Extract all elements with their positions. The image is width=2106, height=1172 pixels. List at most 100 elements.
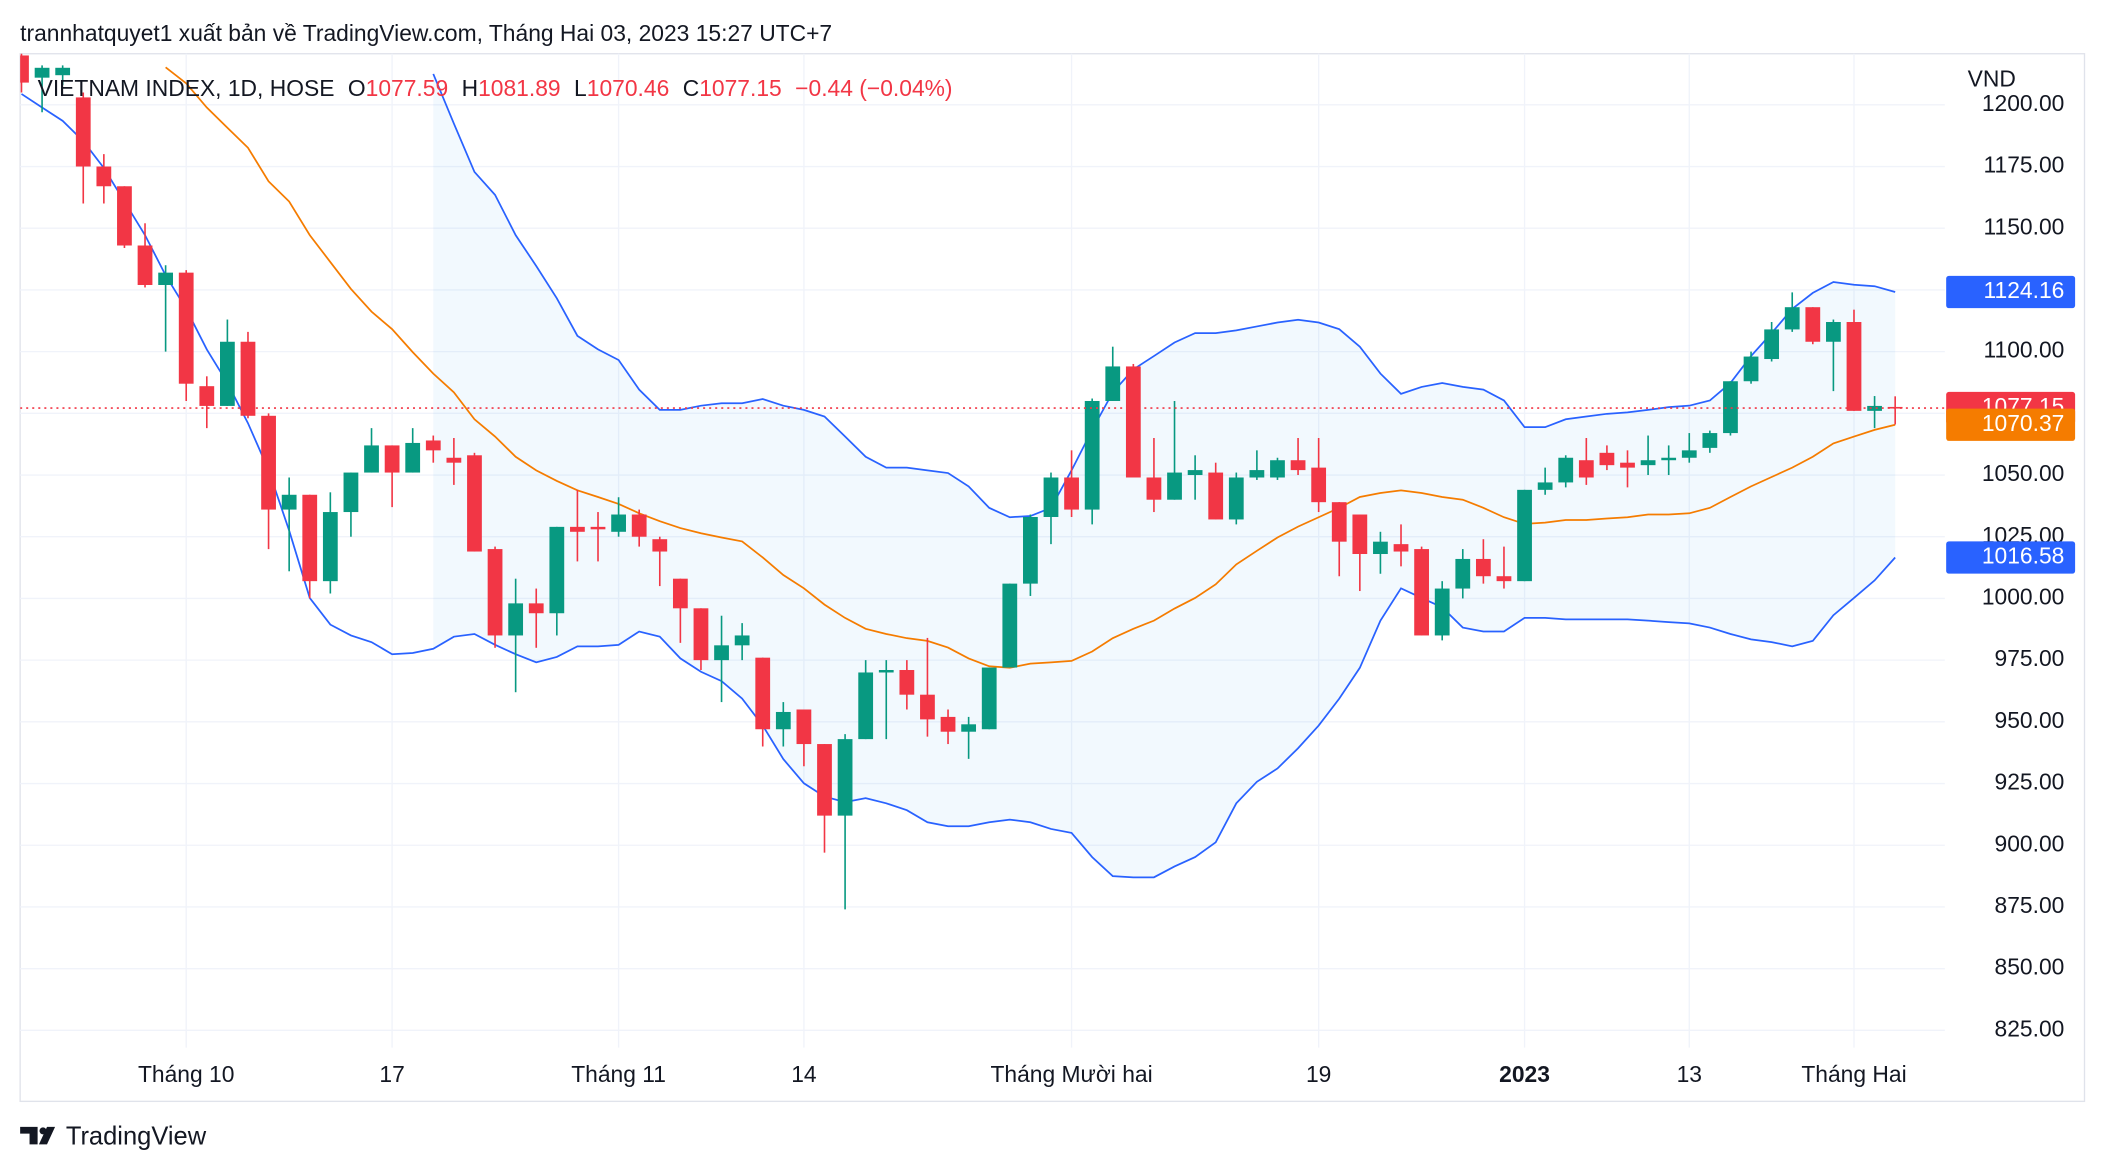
ohlc-letter: H <box>462 75 479 101</box>
candle-body <box>714 645 729 661</box>
candle-body <box>281 494 297 510</box>
candle-body <box>1558 457 1574 483</box>
y-tick-label: 1000.00 <box>1982 583 2065 609</box>
change: −0.44 (−0.04%) <box>795 75 952 101</box>
candle-body <box>611 514 626 532</box>
candle-body <box>343 472 359 513</box>
grid <box>20 53 1945 1048</box>
candle-body <box>1228 477 1244 520</box>
price-label: 1016.58 <box>1982 543 2065 569</box>
candle-body <box>1311 467 1327 503</box>
candle-body <box>1146 477 1162 500</box>
candle-body <box>220 341 235 406</box>
candle-body <box>178 272 194 384</box>
candle-body <box>755 657 771 730</box>
candle-body <box>405 442 421 473</box>
ohlc-value: 1081.89 <box>478 75 561 101</box>
candle-body <box>1414 549 1429 636</box>
candle-body <box>858 672 874 740</box>
candle-body <box>20 55 29 83</box>
candle-body <box>1723 381 1738 434</box>
price-label-box <box>1946 541 2076 574</box>
y-tick-label: 1175.00 <box>1984 152 2065 178</box>
logo-mark <box>20 1126 56 1145</box>
x-tick-label: 14 <box>791 1061 817 1087</box>
candle-body <box>693 608 709 661</box>
candle-body <box>487 549 503 636</box>
candle-body <box>1784 307 1800 330</box>
symbol: VIETNAM INDEX, 1D, HOSE <box>38 75 335 101</box>
candle-body <box>1599 452 1615 466</box>
x-tick-label: Tháng 11 <box>571 1061 666 1087</box>
candle-body <box>446 457 462 463</box>
candle-body <box>981 667 997 730</box>
candle-body <box>1475 558 1491 577</box>
y-tick-label: 1100.00 <box>1984 337 2065 363</box>
price-label: 1070.37 <box>1982 410 2065 436</box>
candle-body <box>508 603 524 636</box>
candle-body <box>137 245 153 285</box>
candle-body <box>1517 489 1532 582</box>
candle-body <box>837 739 853 816</box>
candle-body <box>322 512 338 582</box>
candle-body <box>467 455 482 552</box>
y-tick-label: 850.00 <box>1995 954 2065 980</box>
candle-body <box>1702 433 1718 448</box>
candle-body <box>384 445 400 473</box>
candle-body <box>1455 558 1471 589</box>
x-tick-label: 13 <box>1677 1061 1702 1087</box>
candle-body <box>1043 477 1059 517</box>
x-tick-label: 17 <box>379 1061 404 1087</box>
candle-body <box>775 711 791 730</box>
band-line <box>165 66 1896 669</box>
candle-body <box>1002 583 1018 668</box>
candle-body <box>734 635 750 646</box>
candle-body <box>1249 470 1265 478</box>
candle-body <box>631 514 647 537</box>
x-tick-label: 19 <box>1306 1061 1331 1087</box>
candle-body <box>1331 502 1347 542</box>
candle-body <box>1084 400 1100 510</box>
candle-body <box>1352 514 1368 555</box>
candle-body <box>899 670 915 695</box>
candle-body <box>240 341 256 416</box>
candle-body <box>652 539 668 552</box>
candle-body <box>1826 322 1841 342</box>
y-tick-label: 975.00 <box>1995 645 2065 671</box>
candle-body <box>817 744 832 816</box>
price-label: 1124.16 <box>1984 277 2065 303</box>
band-line <box>21 93 1896 879</box>
plot-area <box>20 53 1945 910</box>
ohlc-letter: L <box>574 75 587 101</box>
ohlc-value: 1077.59 <box>366 75 449 101</box>
y-tick-label: 900.00 <box>1995 830 2065 856</box>
candle-body <box>302 494 318 582</box>
candle-body <box>878 670 894 673</box>
candle-body <box>1208 472 1224 520</box>
candle-body <box>1867 405 1882 411</box>
candle-body <box>1537 482 1553 490</box>
candle-body <box>672 578 688 609</box>
candle-body <box>1270 460 1285 478</box>
candle-body <box>117 186 132 246</box>
candle-body <box>1640 460 1656 466</box>
candle-body <box>1496 576 1512 582</box>
x-tick-label: 2023 <box>1499 1061 1550 1087</box>
candle-body <box>1064 477 1079 510</box>
chart-frame <box>19 53 2086 1103</box>
logo <box>20 1126 56 1145</box>
ohlc-value: 1070.46 <box>587 75 670 101</box>
candle-body <box>55 67 71 76</box>
candle-body <box>1105 366 1121 401</box>
x-tick-label: Tháng 10 <box>138 1061 234 1087</box>
candle-body <box>364 445 379 473</box>
brand: TradingView <box>66 1122 207 1150</box>
candle-body <box>1620 462 1635 468</box>
candle-body <box>1167 472 1182 500</box>
candle-body <box>199 386 215 406</box>
candle-body <box>590 526 606 530</box>
currency: VND <box>1968 66 2016 92</box>
logo-dot <box>39 1127 47 1135</box>
candle-body <box>528 603 544 614</box>
